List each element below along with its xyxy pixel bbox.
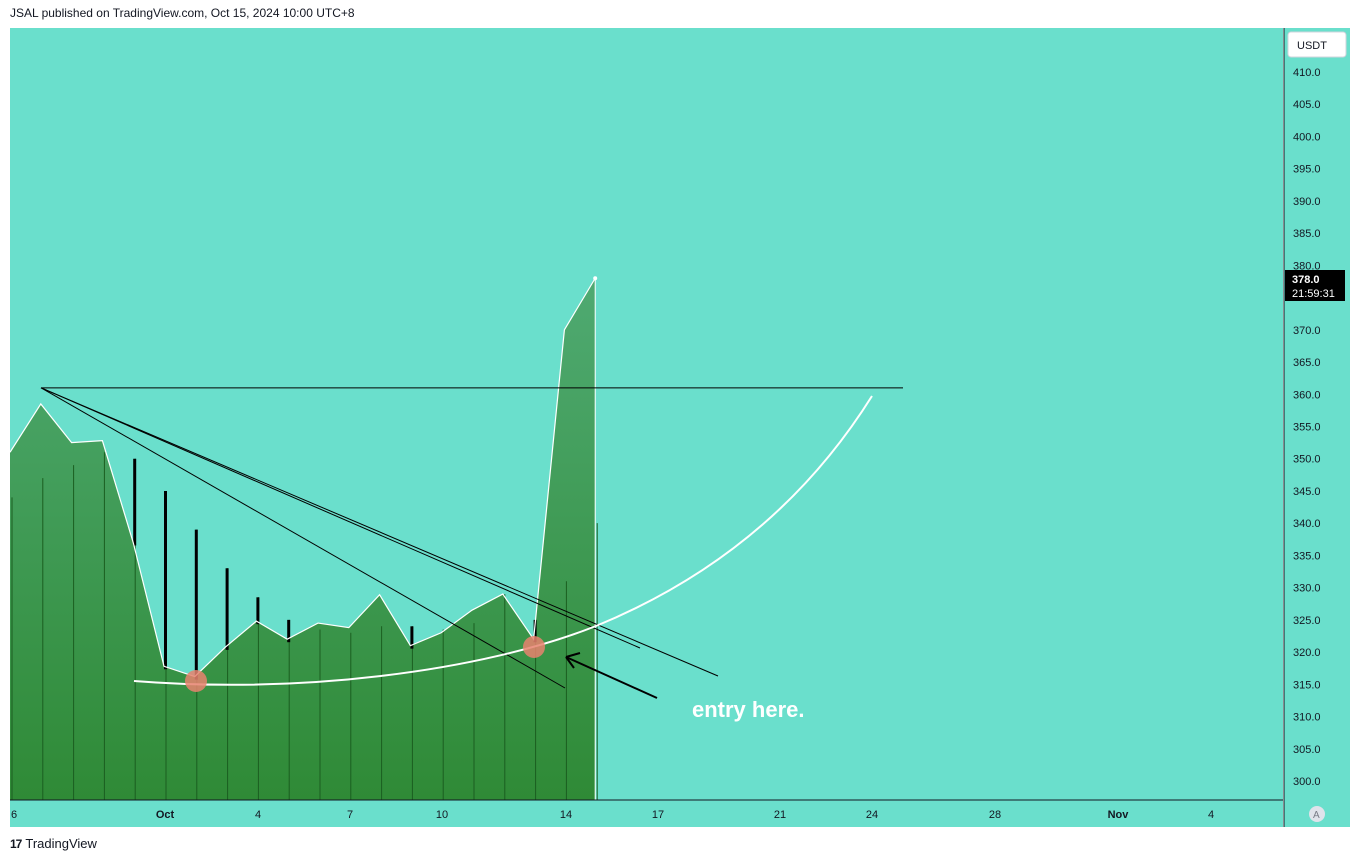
price-tick-label: 340.0: [1293, 518, 1321, 530]
entry-arrow-head: [565, 652, 581, 669]
time-tick-label: 14: [560, 809, 572, 821]
price-tick-label: 350.0: [1293, 454, 1321, 466]
publisher-caption: JSAL published on TradingView.com, Oct 1…: [10, 6, 355, 20]
touch-marker: [185, 670, 207, 692]
time-tick-label: 6: [11, 809, 17, 821]
tradingview-footer[interactable]: 17 TradingView: [10, 836, 97, 851]
price-tick-label: 365.0: [1293, 357, 1321, 369]
price-tick-label: 310.0: [1293, 712, 1321, 724]
price-tick-label: 385.0: [1293, 228, 1321, 240]
time-tick-label: 4: [255, 809, 261, 821]
entry-arrow-shaft: [565, 656, 658, 699]
time-tick-label: 7: [347, 809, 353, 821]
time-tick-label: 24: [866, 809, 878, 821]
price-tick-label: 395.0: [1293, 164, 1321, 176]
currency-button[interactable]: [1287, 31, 1347, 58]
last-price-badge: [1285, 270, 1345, 301]
price-tick-label: 390.0: [1293, 196, 1321, 208]
price-tick-label: 410.0: [1293, 67, 1321, 79]
price-tick-label: 315.0: [1293, 679, 1321, 691]
price-tick-label: 405.0: [1293, 99, 1321, 111]
entry-annotation-text: entry here.: [692, 697, 805, 722]
countdown-label: 21:59:31: [1292, 288, 1335, 300]
price-tick-label: 320.0: [1293, 647, 1321, 659]
time-axis[interactable]: 6 Oct 4 7 10 14 17 21 24 28 Nov 4: [11, 809, 1214, 821]
tradingview-logo-icon: 17: [10, 836, 22, 851]
auto-scale-label: A: [1313, 810, 1320, 821]
currency-label: USDT: [1297, 40, 1327, 52]
price-tick-label: 355.0: [1293, 422, 1321, 434]
time-tick-label: 10: [436, 809, 448, 821]
time-tick-label: 17: [652, 809, 664, 821]
time-tick-label: 21: [774, 809, 786, 821]
time-tick-label: 4: [1208, 809, 1214, 821]
price-tick-label: 305.0: [1293, 744, 1321, 756]
last-price-dot: [593, 276, 598, 281]
trendline-middle: [40, 387, 641, 649]
time-tick-label: 28: [989, 809, 1001, 821]
price-axis[interactable]: 410.0 405.0 400.0 395.0 390.0 385.0 380.0 370.0…: [1293, 67, 1321, 788]
price-axis-background: [1284, 28, 1350, 827]
price-tick-label: 335.0: [1293, 550, 1321, 562]
trendline-lower: [40, 387, 566, 689]
price-tick-label: 380.0: [1293, 260, 1321, 272]
price-tick-label: 370.0: [1293, 325, 1321, 337]
auto-scale-button[interactable]: [1309, 806, 1325, 822]
price-tick-label: 400.0: [1293, 131, 1321, 143]
touch-marker: [523, 636, 545, 658]
tradingview-logo-text: TradingView: [25, 836, 97, 851]
trendline-upper: [40, 387, 719, 677]
price-tick-label: 325.0: [1293, 615, 1321, 627]
price-tick-label: 300.0: [1293, 776, 1321, 788]
time-tick-label: Oct: [156, 809, 175, 821]
price-tick-label: 345.0: [1293, 486, 1321, 498]
time-tick-label: Nov: [1108, 809, 1130, 821]
price-tick-label: 360.0: [1293, 389, 1321, 401]
price-tick-label: 330.0: [1293, 583, 1321, 595]
cup-arc-curve: [133, 395, 873, 686]
last-price-label: 378.0: [1292, 274, 1320, 286]
price-area-fill: [10, 278, 596, 800]
price-line: [10, 277, 596, 678]
